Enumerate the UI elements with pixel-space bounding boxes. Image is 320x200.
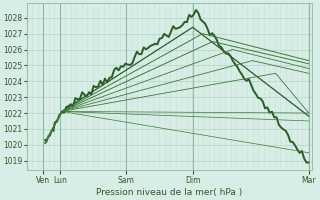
X-axis label: Pression niveau de la mer( hPa ): Pression niveau de la mer( hPa ) <box>96 188 243 197</box>
